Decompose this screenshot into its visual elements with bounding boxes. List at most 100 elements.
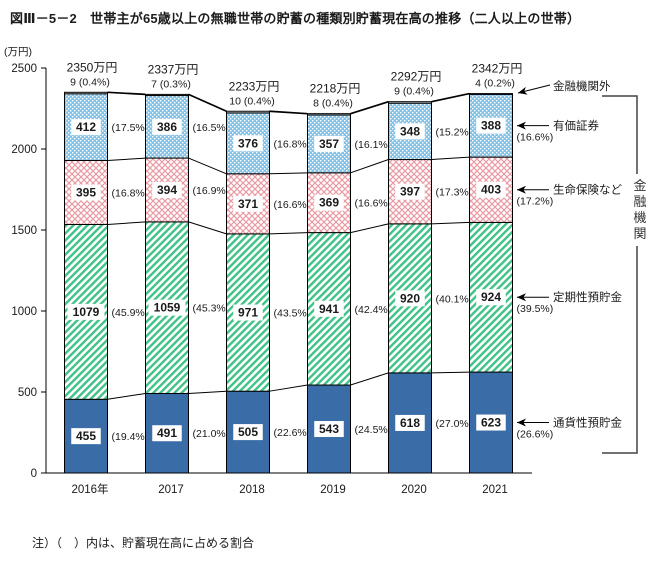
segment-percent: (17.2%) [517,196,554,208]
group-bracket [602,95,638,454]
connector-boundary [107,392,146,400]
value-box [395,414,425,431]
connector-boundary [431,221,470,225]
segment-value: 505 [238,425,258,439]
value-box [233,304,263,321]
value-box [476,181,506,198]
value-box [233,135,263,152]
annotation-label-3: 有価証券 [553,119,599,133]
value-box [314,135,344,152]
segment-value: 618 [400,416,420,430]
connector-boundary [188,157,227,175]
segment-percent: (16.6%) [517,132,554,144]
connector-total [431,92,470,103]
segment-percent: (16.5%) [193,122,230,134]
outside-segment [469,93,513,95]
segment-percent: (40.1%) [436,293,473,305]
x-category-label: 2017 [158,484,184,496]
segment-value: 403 [481,183,501,197]
connector-total [188,93,227,113]
segment-percent: (16.6%) [355,198,392,210]
segment-percent: (21.0%) [193,428,230,440]
outside-segment [64,91,108,95]
y-tick-label: 2000 [11,144,37,156]
total-label: 2337万円 [148,62,199,76]
total-label: 2342万円 [472,62,523,76]
outside-segment [388,101,432,104]
value-box [152,118,182,135]
value-box [152,425,182,442]
connector-boundary [188,390,227,394]
outside-count-label: 8 (0.4%) [313,98,353,110]
value-box [152,181,182,198]
connector-boundary [269,384,308,392]
figure-title: 図Ⅲ－5－2 世帯主が65歳以上の無職世帯の貯蓄の種類別貯蓄現在高の推移（二人以… [10,11,581,26]
segment-value: 491 [157,426,177,440]
annotation-label-0: 通貨性預貯金 [553,416,622,430]
segment-percent: (16.8%) [112,187,149,199]
segment-value: 941 [319,302,339,316]
footnote: 注）（ ）内は、貯蓄現在高に占める割合 [32,536,255,550]
value-box [67,303,105,320]
segment-value: 386 [157,120,177,134]
segment-value: 348 [400,124,420,138]
x-category-label: 2019 [320,484,346,496]
segment-percent: (24.5%) [355,424,392,436]
connector-boundary [350,223,389,234]
segment-percent: (45.3%) [193,303,230,315]
connector-total [107,91,146,96]
value-box [233,424,263,441]
connector-boundary [188,221,227,235]
connector-total [269,110,308,115]
bracket-label-char: 関 [633,226,646,241]
y-axis-unit-label: (万円) [4,46,32,58]
value-box [476,117,506,134]
connector-boundary [107,157,146,162]
segment-value: 388 [481,119,501,133]
outside-count-label: 9 (0.4%) [70,76,110,88]
segment-percent: (22.6%) [274,427,311,439]
y-tick-label: 500 [18,387,37,399]
segment-percent: (15.2%) [436,126,473,138]
segment-value: 623 [481,416,501,430]
annotation-label-1: 定期性預貯金 [553,290,622,304]
outside-count-label: 9 (0.4%) [394,86,434,98]
segment-value: 394 [157,183,177,197]
value-box [233,195,263,212]
segment-value: 920 [400,291,420,305]
segment-value: 1059 [154,301,181,315]
connector-boundary [269,172,308,175]
segment-value: 376 [238,136,258,150]
segment-percent: (26.6%) [517,429,554,441]
value-box [71,184,101,201]
x-category-label: 2016年 [71,482,108,496]
segment-value: 455 [76,429,96,443]
segment-value: 397 [400,185,420,199]
segment-percent: (17.5%) [112,122,149,134]
value-box [314,421,344,438]
connector-boundary [269,232,308,235]
segment-value: 543 [319,422,339,436]
segment-value: 924 [481,290,501,304]
y-tick-label: 0 [31,468,37,480]
y-tick-label: 1500 [11,225,37,237]
total-label: 2218万円 [310,82,361,96]
segment-percent: (27.0%) [436,418,473,430]
segment-value: 371 [238,197,258,211]
x-category-label: 2020 [401,484,427,496]
outside-count-label: 10 (0.4%) [229,95,275,107]
bracket-label-char: 金 [633,178,646,193]
segment-percent: (16.6%) [274,199,311,211]
value-box [314,300,344,317]
value-box [71,119,101,136]
value-box [148,299,186,316]
segment-percent: (39.5%) [517,303,554,315]
segment-percent: (16.8%) [274,138,311,150]
connector-boundary [431,156,470,161]
value-box [314,194,344,211]
segment-percent: (17.3%) [436,187,473,199]
chart-layer: 0 500 1000 1500 2000 2500 455 (19.4%) 1079 (45.9%… [11,60,646,496]
value-box [71,428,101,445]
outside-segment [145,93,189,97]
bracket-label-char: 融 [633,194,646,209]
